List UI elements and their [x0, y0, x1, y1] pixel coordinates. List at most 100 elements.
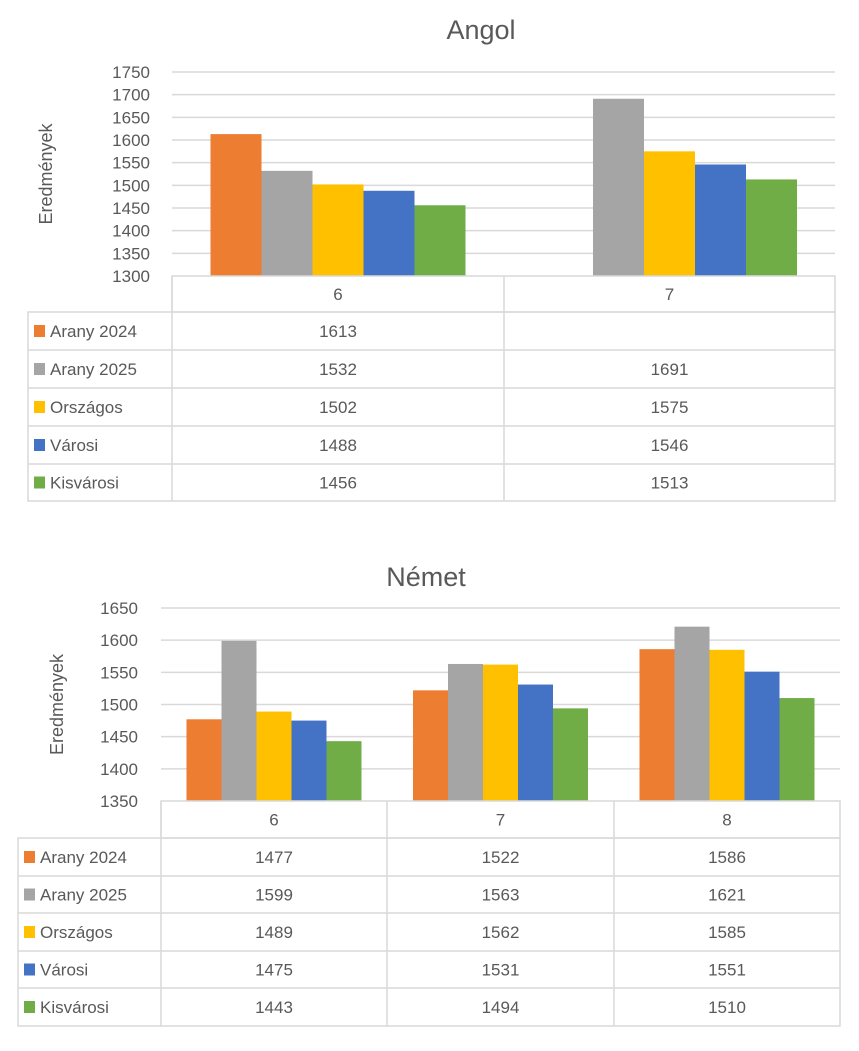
table-body-border [17, 837, 841, 1027]
bar-arany-2025-6 [261, 170, 313, 276]
legend-label: Arany 2024 [50, 322, 137, 341]
table-cell-value: 1575 [651, 398, 689, 417]
table-cell-value: 1502 [319, 398, 357, 417]
legend-label: Városi [40, 961, 88, 980]
bar-városi-7 [695, 164, 746, 276]
legend-swatch [24, 1001, 35, 1013]
y-axis-label: Eredmények [36, 122, 56, 224]
legend-swatch [24, 963, 35, 976]
legend-swatch [34, 476, 45, 489]
bar-arany-2024-6 [186, 719, 222, 801]
table-cell-value: 1489 [255, 923, 293, 942]
bar-arany-2025-7 [593, 98, 644, 276]
bar-arany-2025-6 [221, 640, 257, 801]
table-cell-value: 1477 [255, 848, 293, 867]
table-row: Kisvárosi 1456 1513 [34, 474, 688, 493]
table-cell-value: 1532 [319, 360, 357, 379]
table-row: Városi 1488 1546 [34, 436, 688, 455]
legend-label: Városi [50, 436, 98, 455]
y-tick-label: 1400 [112, 222, 150, 241]
y-tick-label: 1700 [112, 86, 150, 105]
bar-arany-2024-8 [639, 649, 675, 801]
bar-városi-6 [291, 720, 327, 801]
y-tick-label: 1500 [100, 696, 138, 715]
legend-label: Kisvárosi [50, 474, 119, 493]
legend-swatch [34, 401, 45, 413]
y-tick-label: 1500 [112, 176, 150, 195]
table-row: Arany 2025 1532 1691 [34, 360, 688, 379]
y-tick-label: 1300 [112, 267, 150, 286]
legend-swatch [34, 363, 45, 375]
category-label: 8 [722, 811, 731, 830]
table-cell-value: 1546 [651, 436, 689, 455]
category-label: 7 [665, 285, 674, 304]
table-cell-value: 1551 [708, 961, 746, 980]
category-label: 7 [496, 811, 505, 830]
table-row: Arany 2024 1613 [34, 322, 357, 341]
table-cell-value: 1585 [708, 923, 746, 942]
bar-városi-8 [744, 671, 780, 801]
legend-swatch [24, 926, 35, 938]
table-cell-value: 1563 [482, 886, 520, 905]
category-label: 6 [269, 811, 278, 830]
legend-swatch [34, 439, 45, 451]
legend-swatch [34, 325, 45, 337]
bar-arany-2024-6 [210, 134, 262, 276]
table-cell-value: 1522 [482, 848, 520, 867]
y-tick-label: 1400 [100, 760, 138, 779]
bar-arany-2025-8 [674, 626, 710, 801]
data-table: 6 7 Arany 2024 1613 Arany 2025 1532 1691 Ország… [27, 275, 836, 502]
table-cell-value: 1691 [651, 360, 689, 379]
y-axis-label: Eredmények [47, 653, 67, 755]
bar-országos-8 [709, 649, 745, 801]
y-tick-label: 1350 [112, 244, 150, 263]
y-tick-label: 1600 [100, 631, 138, 650]
bar-országos-6 [256, 711, 292, 801]
table-cell-value: 1586 [708, 848, 746, 867]
bar-városi-7 [518, 684, 553, 801]
legend-label: Arany 2025 [50, 360, 137, 379]
legend-swatch [24, 888, 35, 901]
table-cell-value: 1488 [319, 436, 357, 455]
table-cell-value: 1562 [482, 923, 520, 942]
bar-országos-7 [483, 664, 518, 801]
bar-kisvárosi-7 [553, 708, 588, 801]
legend-label: Kisvárosi [40, 998, 109, 1017]
data-table: 6 7 8 Arany 2024 1477 1522 1586 Arany 2025 1599 1… [17, 800, 841, 1027]
table-cell-value: 1613 [319, 322, 357, 341]
y-tick-label: 1550 [100, 663, 138, 682]
chart-angol: Angol Eredmények 1300 1350 1400 1450 1500 1550 1… [27, 15, 836, 502]
chart-német: Német Eredmények 1350 1400 1450 1500 1550 1600 1… [17, 562, 841, 1027]
table-row: Kisvárosi 1443 1494 1510 [24, 998, 746, 1017]
bar-városi-6 [363, 190, 415, 276]
bar-kisvárosi-8 [779, 698, 815, 801]
table-cell-value: 1443 [255, 998, 293, 1017]
table-cell-value: 1531 [482, 961, 520, 980]
legend-label: Arany 2024 [40, 848, 127, 867]
table-cell-value: 1513 [651, 474, 689, 493]
table-body-border [27, 311, 836, 502]
legend-label: Országos [40, 923, 113, 942]
y-tick-label: 1750 [112, 63, 150, 82]
y-tick-label: 1450 [100, 728, 138, 747]
table-row: Országos 1489 1562 1585 [24, 923, 746, 942]
y-tick-label: 1350 [100, 792, 138, 811]
legend-label: Arany 2025 [40, 886, 127, 905]
table-cell-value: 1456 [319, 474, 357, 493]
bar-kisvárosi-7 [746, 179, 797, 276]
bar-országos-7 [644, 151, 695, 276]
chart-title: Angol [446, 15, 515, 45]
y-tick-label: 1650 [112, 108, 150, 127]
bar-országos-6 [312, 184, 364, 276]
table-cell-value: 1510 [708, 998, 746, 1017]
chart-title: Német [386, 562, 466, 592]
table-cell-value: 1599 [255, 886, 293, 905]
y-tick-label: 1600 [112, 131, 150, 150]
table-row: Városi 1475 1531 1551 [24, 961, 746, 980]
bar-kisvárosi-6 [326, 741, 362, 801]
table-row: Arany 2025 1599 1563 1621 [24, 886, 746, 905]
y-tick-label: 1550 [112, 154, 150, 173]
y-tick-label: 1650 [100, 599, 138, 618]
bar-arany-2025-7 [448, 663, 483, 801]
